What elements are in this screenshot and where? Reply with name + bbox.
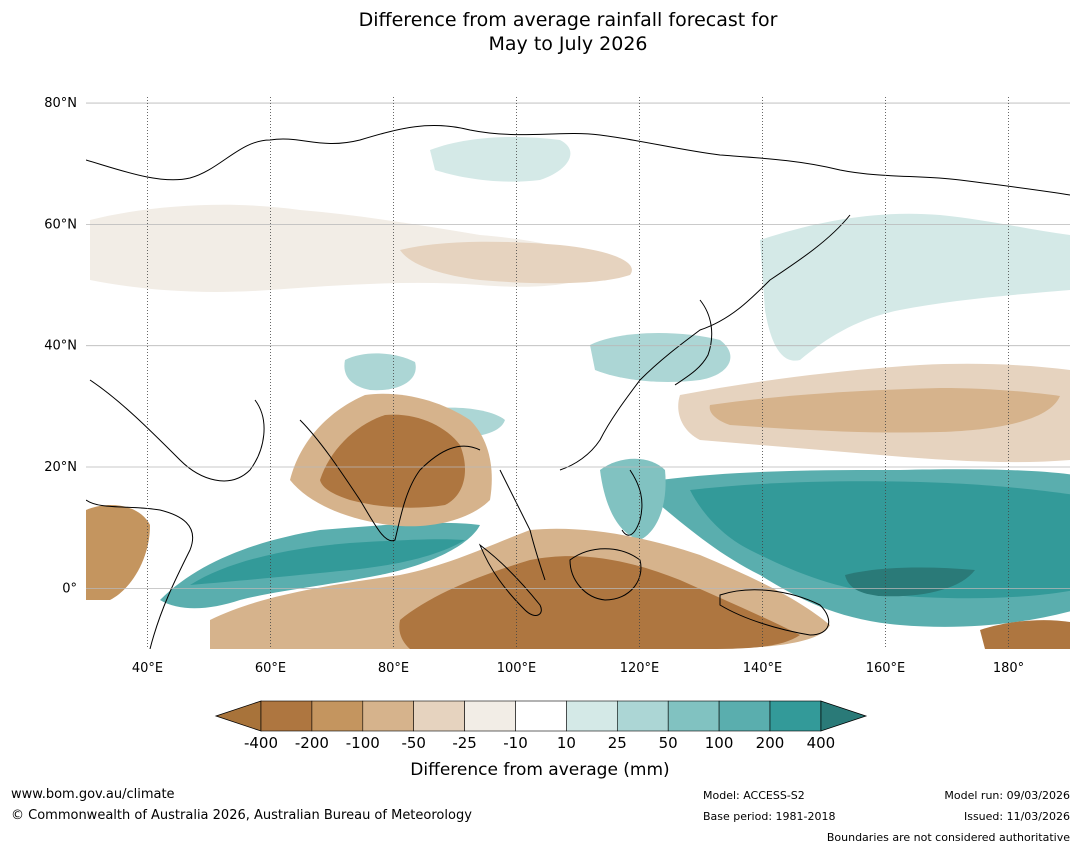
coastline-east-asia: [559, 214, 851, 471]
colorbar-box: [311, 700, 364, 732]
longitude-label: 160°E: [866, 661, 906, 676]
colorbar-tick-label: -10: [503, 734, 528, 752]
colorbar-box: [260, 700, 313, 732]
footer-model-run: Model run: 09/03/2026: [944, 789, 1070, 802]
colorbar-tick-label: 100: [705, 734, 734, 752]
colorbar-tick-label: -50: [401, 734, 426, 752]
coastline-new-guinea: [719, 589, 830, 636]
coastline-sumatra: [478, 543, 542, 616]
wet-region-japan: [590, 333, 731, 382]
colorbar-box: [769, 700, 822, 732]
wet-region-siberia: [430, 137, 571, 182]
coastline-india: [299, 419, 481, 542]
longitude-label: 40°E: [132, 661, 163, 676]
dry-region-subtropical-pacific-core: [709, 388, 1060, 433]
colorbar: [214, 700, 868, 732]
colorbar-tick-label: 10: [557, 734, 576, 752]
footer-website: www.bom.gov.au/climate: [11, 787, 175, 802]
wet-region-indian-ocean-core: [190, 539, 465, 585]
map-area: [86, 97, 1070, 649]
longitude-label: 100°E: [497, 661, 537, 676]
colorbar-tick-label: 50: [659, 734, 678, 752]
latitude-label: 20°N: [44, 460, 77, 475]
wet-region-philippines: [600, 458, 666, 540]
colorbar-box: [616, 700, 669, 732]
footer-model: Model: ACCESS-S2: [703, 789, 805, 802]
colorbar-tick-label: 200: [756, 734, 785, 752]
colorbar-tick-label: 400: [807, 734, 836, 752]
chart-title: Difference from average rainfall forecas…: [0, 8, 1081, 56]
coastline-north-asia: [86, 125, 1070, 196]
title-line-1: Difference from average rainfall forecas…: [358, 9, 778, 31]
longitude-label: 60°E: [255, 661, 286, 676]
longitude-label: 120°E: [620, 661, 660, 676]
colorbar-labels: -400 -200 -100 -50 -25 -10 10 25 50 100 200 400: [244, 734, 835, 752]
rainfall-anomaly-layer: [86, 137, 1070, 649]
latitude-label: 60°N: [44, 217, 77, 232]
colorbar-box: [515, 700, 567, 732]
coastline-southeast-asia: [499, 469, 546, 581]
coastline-africa: [86, 499, 194, 649]
footer-base-period: Base period: 1981-2018: [703, 810, 836, 823]
wet-region-tibet: [344, 353, 416, 391]
latitude-labels: 80°N 60°N 40°N 20°N 0°: [44, 96, 77, 596]
wet-region-west-pacific-core: [690, 481, 1070, 599]
dry-region-south-pacific: [980, 620, 1070, 649]
longitude-labels: 40°E 60°E 80°E 100°E 120°E 140°E 160°E 180°: [132, 661, 1024, 676]
colorbar-tick-label: -400: [244, 734, 278, 752]
colorbar-tick-label: -25: [452, 734, 477, 752]
colorbar-box: [413, 700, 465, 732]
title-line-2: May to July 2026: [488, 33, 648, 55]
wet-region-north-pacific: [760, 213, 1070, 361]
colorbar-extension-high: [820, 700, 868, 732]
footer-issued: Issued: 11/03/2026: [963, 810, 1070, 823]
footer-copyright: © Commonwealth of Australia 2026, Austra…: [11, 808, 472, 823]
colorbar-title: Difference from average (mm): [410, 760, 669, 780]
colorbar-tick-label: -200: [295, 734, 329, 752]
longitude-label: 140°E: [743, 661, 783, 676]
colorbar-box: [566, 700, 618, 732]
longitude-label: 180°: [993, 661, 1024, 676]
colorbar-tick-label: -100: [346, 734, 380, 752]
gridlines: [86, 97, 1070, 649]
colorbar-box: [667, 700, 720, 732]
colorbar-box: [362, 700, 414, 732]
colorbar-box: [464, 700, 516, 732]
wet-region-equatorial-pacific-max: [845, 567, 975, 597]
dry-region-east-africa: [86, 505, 150, 600]
colorbar-box: [718, 700, 771, 732]
dry-region-india-core: [320, 414, 465, 508]
footer-disclaimer: Boundaries are not considered authoritat…: [826, 831, 1070, 844]
coastline-japan: [674, 299, 713, 386]
latitude-label: 0°: [62, 581, 77, 596]
latitude-label: 80°N: [44, 96, 77, 111]
colorbar-extension-low: [214, 700, 262, 732]
coastline-arabia: [89, 379, 265, 482]
dry-region-east-asia: [400, 241, 632, 284]
coastline-philippines: [621, 469, 643, 536]
colorbar-tick-label: 25: [608, 734, 627, 752]
longitude-label: 80°E: [378, 661, 409, 676]
latitude-label: 40°N: [44, 339, 77, 354]
